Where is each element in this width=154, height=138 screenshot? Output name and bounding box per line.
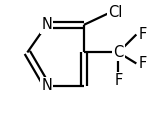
Text: N: N <box>41 78 52 93</box>
Text: C: C <box>113 45 124 60</box>
Text: F: F <box>114 73 123 88</box>
Text: F: F <box>138 27 147 42</box>
Text: Cl: Cl <box>108 5 122 20</box>
Text: F: F <box>138 56 147 71</box>
Text: N: N <box>41 17 52 32</box>
